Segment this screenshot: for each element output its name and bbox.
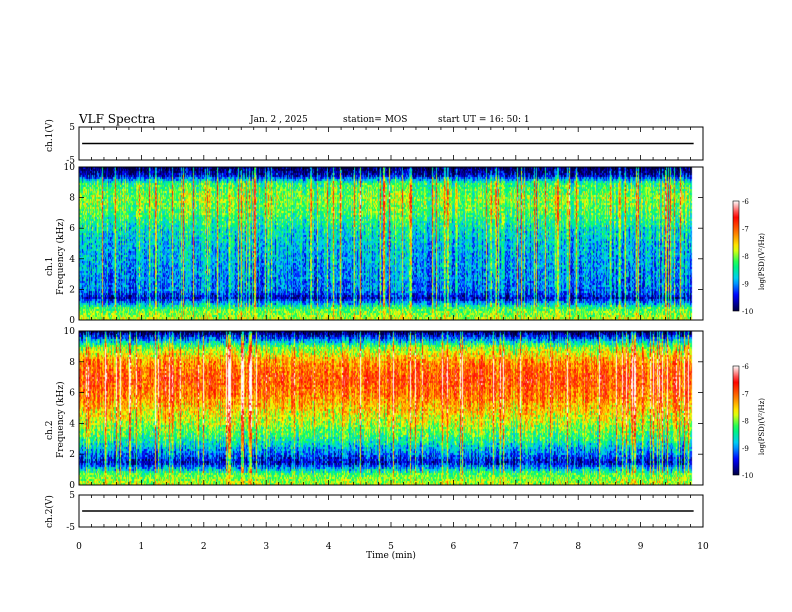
x-tick-label: 4 — [326, 542, 332, 552]
chart-title: VLF Spectra — [79, 112, 156, 126]
panel-1-ytick-label: 4 — [69, 255, 75, 265]
colorbar1-title: log(PSD)(V²/Hz) — [758, 233, 766, 290]
colorbar-1-tick-label: -10 — [742, 308, 753, 316]
ch2-frequency-axis-title: Frequency (kHz) — [56, 381, 66, 458]
colorbar-1-tick-label: -9 — [742, 281, 749, 289]
colorbar-1-tick-label: -8 — [742, 253, 749, 261]
ch2-spectrogram-image — [79, 331, 703, 485]
x-tick-label: 9 — [638, 542, 644, 552]
ch2-voltage-axis-title: ch.2(V) — [45, 495, 55, 528]
x-tick-label: 6 — [451, 542, 457, 552]
colorbar-2-tick-label: -6 — [742, 363, 749, 371]
x-tick-label: 7 — [513, 542, 519, 552]
x-tick-label: 10 — [697, 542, 709, 552]
panel-1-ytick-label: 0 — [69, 316, 75, 326]
colorbar-1 — [732, 200, 740, 312]
panel-1-ytick-label: 10 — [64, 163, 76, 173]
panel-2-ytick-label: 4 — [69, 419, 75, 429]
panel-3-ytick-label: 5 — [69, 491, 75, 501]
colorbar-2-tick-label: -10 — [742, 472, 753, 480]
panel-0-ytick-label: 5 — [69, 123, 75, 133]
ch1-voltage-axis-title: ch.1(V) — [45, 119, 55, 152]
panel-1-ytick-label: 8 — [69, 194, 75, 204]
panel-2-ytick-label: 2 — [69, 450, 75, 460]
panel-1-ytick-label: 6 — [69, 224, 75, 234]
ch1-frequency-axis-title: Frequency (kHz) — [56, 218, 66, 295]
colorbar-1-tick-label: -6 — [742, 198, 749, 206]
panel-2-ytick-label: 6 — [69, 389, 75, 399]
x-tick-label: 5 — [388, 542, 394, 552]
x-tick-label: 1 — [139, 542, 145, 552]
x-tick-label: 0 — [76, 542, 82, 552]
colorbar-1-tick-label: -7 — [742, 226, 749, 234]
x-tick-label: 2 — [201, 542, 207, 552]
x-tick-label: 8 — [575, 542, 581, 552]
x-tick-label: 3 — [263, 542, 269, 552]
panel-2-ytick-label: 10 — [64, 327, 76, 337]
ch1-spectrogram-image — [79, 167, 703, 320]
panel-1-ytick-label: 2 — [69, 285, 75, 295]
start-time-label: start UT = 16: 50: 1 — [438, 115, 530, 125]
panel-2-ytick-label: 8 — [69, 358, 75, 368]
station-label: station= MOS — [343, 115, 408, 125]
ch2-spectrogram-axis-title: ch.2 — [45, 420, 55, 440]
colorbar-2 — [732, 365, 740, 476]
panel-3-ytick-label: -5 — [66, 523, 75, 533]
panel-2-ytick-label: 0 — [69, 481, 75, 491]
x-axis-title: Time (min) — [366, 550, 416, 561]
colorbar2-title: log(PSD)(V²/Hz) — [758, 398, 766, 455]
colorbar-2-tick-label: -9 — [742, 445, 749, 453]
colorbar-2-tick-label: -7 — [742, 390, 749, 398]
ch1-spectrogram-axis-title: ch.1 — [45, 256, 55, 276]
colorbar-2-tick-label: -8 — [742, 418, 749, 426]
date-label: Jan. 2 , 2025 — [250, 115, 308, 125]
panel-0-ytick-label: -5 — [66, 156, 75, 166]
